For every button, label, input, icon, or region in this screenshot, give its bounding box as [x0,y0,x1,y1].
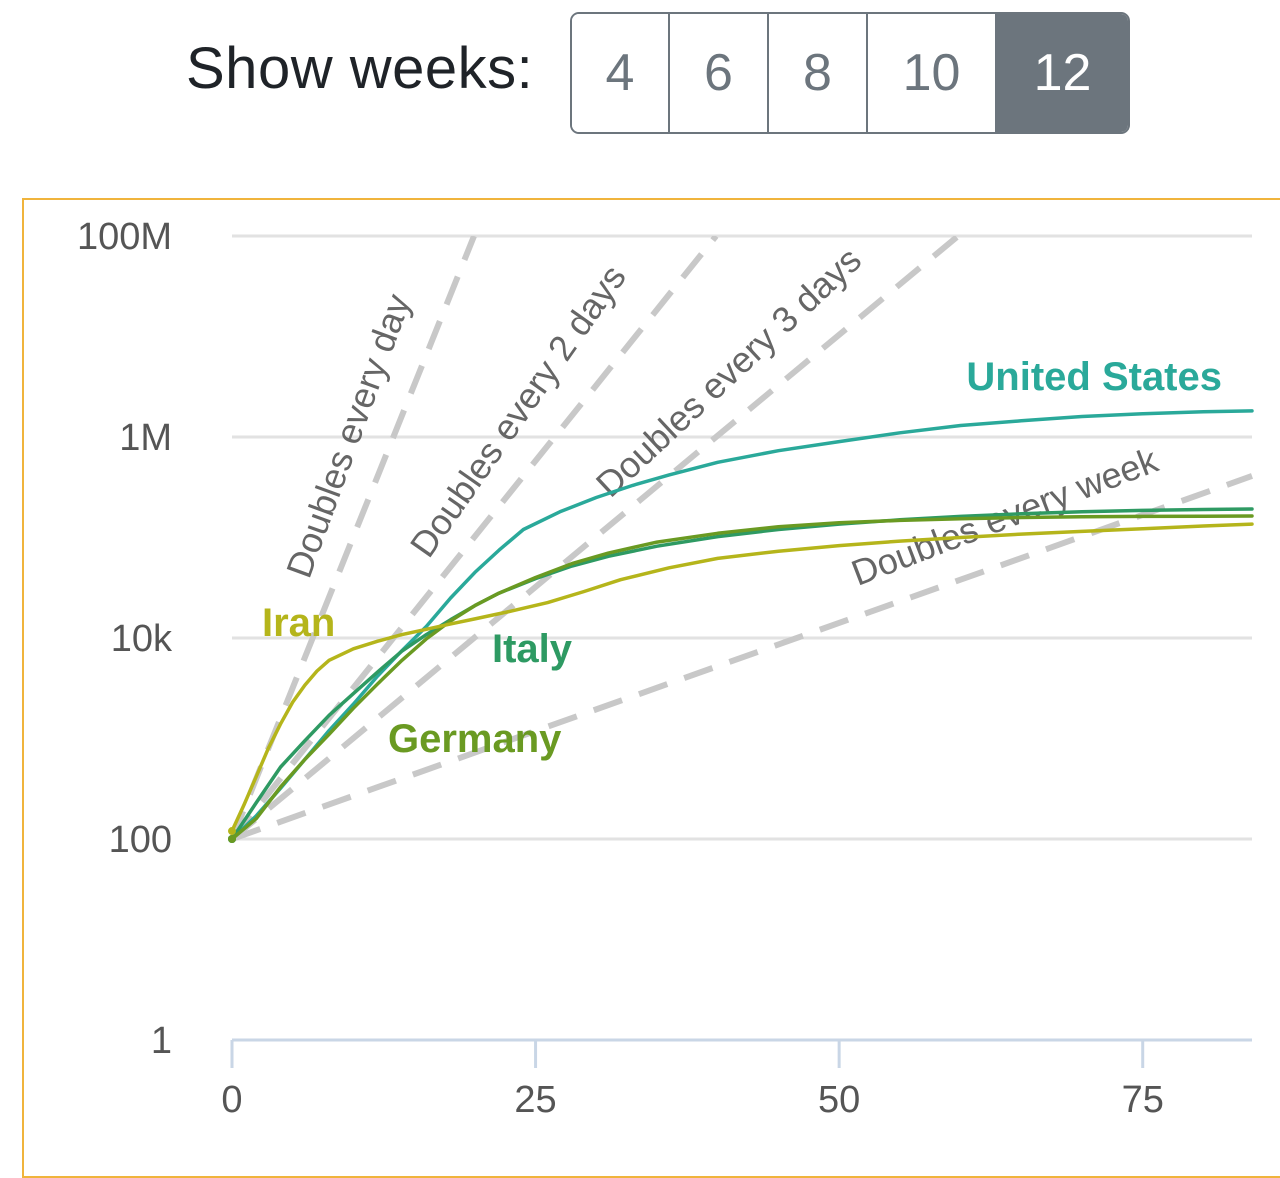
grid-lines [232,234,1252,841]
reference-line [232,236,960,842]
weeks-12-button[interactable]: 12 [997,14,1128,132]
weeks-8-button[interactable]: 8 [769,14,868,132]
x-tick-label: 0 [221,1079,242,1121]
series-label: Germany [388,717,562,761]
reference-line [232,473,1254,842]
series-line [230,522,1254,833]
y-tick-label: 1 [151,1020,172,1062]
series-point [228,827,236,836]
reference-line [232,236,719,841]
series-labels: United States Italy Germany Iran [262,355,1222,761]
weeks-4-button[interactable]: 4 [572,14,670,132]
x-axis: 0 25 50 75 [221,1038,1252,1121]
weeks-10-button[interactable]: 10 [868,14,997,132]
reference-line-label: Doubles every 2 days [402,257,634,564]
show-weeks-label: Show weeks: [186,36,534,101]
series-label: Italy [492,627,573,671]
series-line [230,514,1254,841]
weeks-6-button[interactable]: 6 [670,14,769,132]
y-tick-label: 1M [119,417,172,459]
series-line [230,507,1254,841]
series-point [228,835,236,843]
series-lines [228,409,1254,843]
x-tick-label: 25 [514,1079,556,1121]
y-tick-label: 100M [77,216,172,258]
series-label: United States [966,355,1222,399]
week-button-group: 4 6 8 10 12 [570,12,1130,134]
y-tick-label: 100 [109,819,172,861]
x-tick-label: 50 [818,1079,860,1121]
series-label: Iran [262,601,335,645]
x-tick-label: 75 [1122,1079,1164,1121]
y-axis-ticks: 1 100 10k 1M 100M [77,216,173,1062]
series-line [230,409,1254,841]
y-tick-label: 10k [111,618,173,660]
week-selector-bar: Show weeks: 4 6 8 10 12 [0,0,1280,150]
